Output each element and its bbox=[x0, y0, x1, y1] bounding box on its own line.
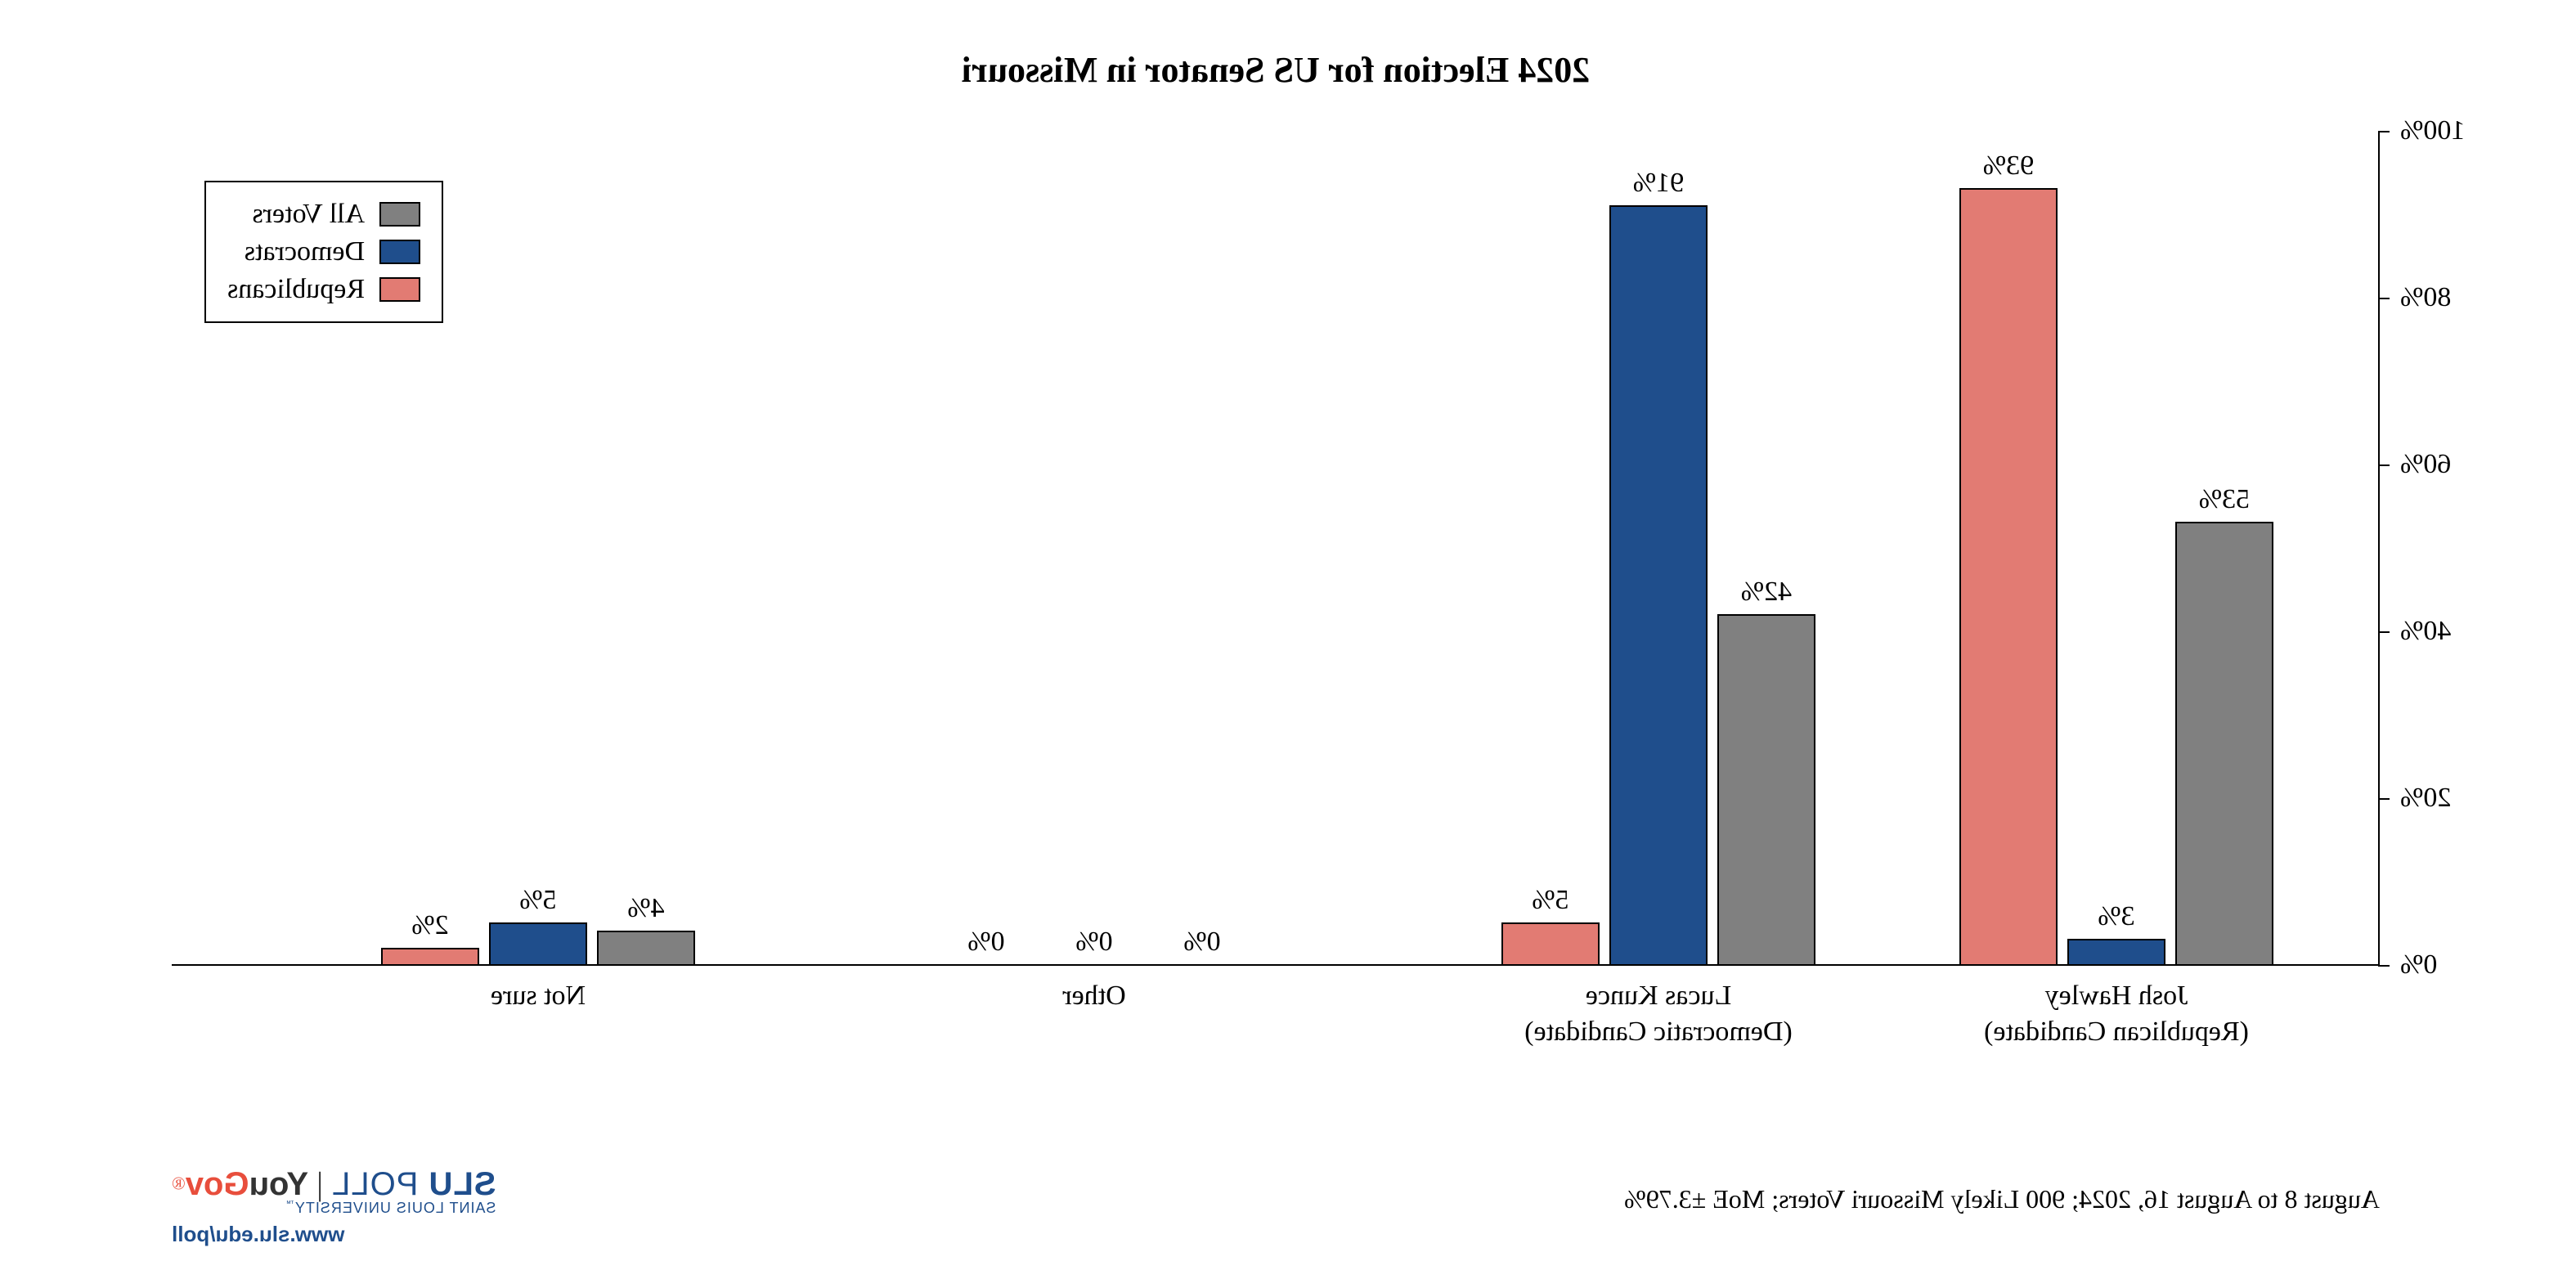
y-tick bbox=[2378, 631, 2390, 633]
bar bbox=[597, 931, 695, 964]
logo-url: www.slu.edu/poll bbox=[172, 1222, 496, 1247]
bar-value-label: 4% bbox=[597, 893, 695, 924]
bar-value-label: 53% bbox=[2175, 484, 2273, 515]
x-category-sublabel: (Republican Candidate) bbox=[1912, 1016, 2321, 1048]
bar bbox=[2175, 522, 2273, 964]
bar bbox=[489, 922, 587, 964]
bar bbox=[1609, 205, 1708, 964]
x-category-sublabel: (Democratic Candidate) bbox=[1454, 1016, 1863, 1048]
legend-label: Republicans bbox=[227, 274, 365, 305]
y-axis-line bbox=[2378, 132, 2380, 966]
bar-value-label: 3% bbox=[2067, 901, 2165, 932]
x-category-label: Other bbox=[890, 981, 1299, 1012]
bar bbox=[1717, 614, 1815, 964]
y-tick bbox=[2378, 965, 2390, 967]
bar-value-label: 5% bbox=[489, 885, 587, 916]
bar bbox=[381, 948, 479, 964]
bar-value-label: 91% bbox=[1609, 168, 1708, 199]
bar bbox=[2067, 939, 2165, 964]
x-category-label: Lucas Kunce bbox=[1454, 981, 1863, 1012]
logo-yougov-you: You bbox=[249, 1166, 309, 1202]
bar-group: 4% 5% 2% bbox=[352, 132, 695, 966]
x-category-label: Not sure bbox=[334, 981, 743, 1012]
x-category-label: Josh Hawley bbox=[1912, 981, 2321, 1012]
logo-yougov-gov: Gov bbox=[186, 1166, 249, 1202]
y-axis: 0%20%40%60%80%100% bbox=[2380, 132, 2396, 966]
y-tick bbox=[2378, 798, 2390, 800]
bar-group: 42% 91% 5% bbox=[1472, 132, 1815, 966]
bar-value-label: 2% bbox=[381, 910, 479, 941]
y-tick bbox=[2378, 298, 2390, 299]
y-tick-label: 60% bbox=[2400, 449, 2490, 480]
legend-label: Democrats bbox=[245, 236, 365, 267]
y-tick-label: 40% bbox=[2400, 616, 2490, 647]
y-tick bbox=[2378, 131, 2390, 132]
chart-container: 2024 Election for US Senator in Missouri… bbox=[172, 49, 2380, 1153]
bar bbox=[1959, 188, 2058, 964]
bar bbox=[1501, 922, 1600, 964]
logo-slu: SLU bbox=[418, 1166, 496, 1202]
bar-value-label: 5% bbox=[1501, 885, 1600, 916]
y-tick bbox=[2378, 464, 2390, 466]
bar-value-label: 42% bbox=[1717, 577, 1815, 608]
bar-value-label: 0% bbox=[937, 927, 1035, 958]
y-tick-label: 80% bbox=[2400, 282, 2490, 313]
bar-value-label: 0% bbox=[1045, 927, 1143, 958]
legend-label: All Voters bbox=[252, 199, 365, 230]
logo-poll: POLL bbox=[331, 1166, 418, 1202]
footer-note: August 8 to August 16, 2024; 900 Likely … bbox=[1624, 1184, 2380, 1214]
bar-value-label: 0% bbox=[1153, 927, 1251, 958]
y-tick-label: 100% bbox=[2400, 115, 2490, 146]
footer-logo: SLU POLL | YouGov®SAINT LOUIS UNIVERSITY… bbox=[172, 1165, 496, 1247]
chart-title: 2024 Election for US Senator in Missouri bbox=[172, 49, 2380, 91]
bar-value-label: 93% bbox=[1959, 150, 2058, 182]
bar-group: 53% 3% 93% bbox=[1930, 132, 2273, 966]
plot-area: 0%20%40%60%80%100% All VotersDemocratsRe… bbox=[172, 132, 2380, 966]
y-tick-label: 20% bbox=[2400, 783, 2490, 814]
bar-group: 0% 0% 0% bbox=[908, 132, 1251, 966]
y-tick-label: 0% bbox=[2400, 949, 2490, 981]
